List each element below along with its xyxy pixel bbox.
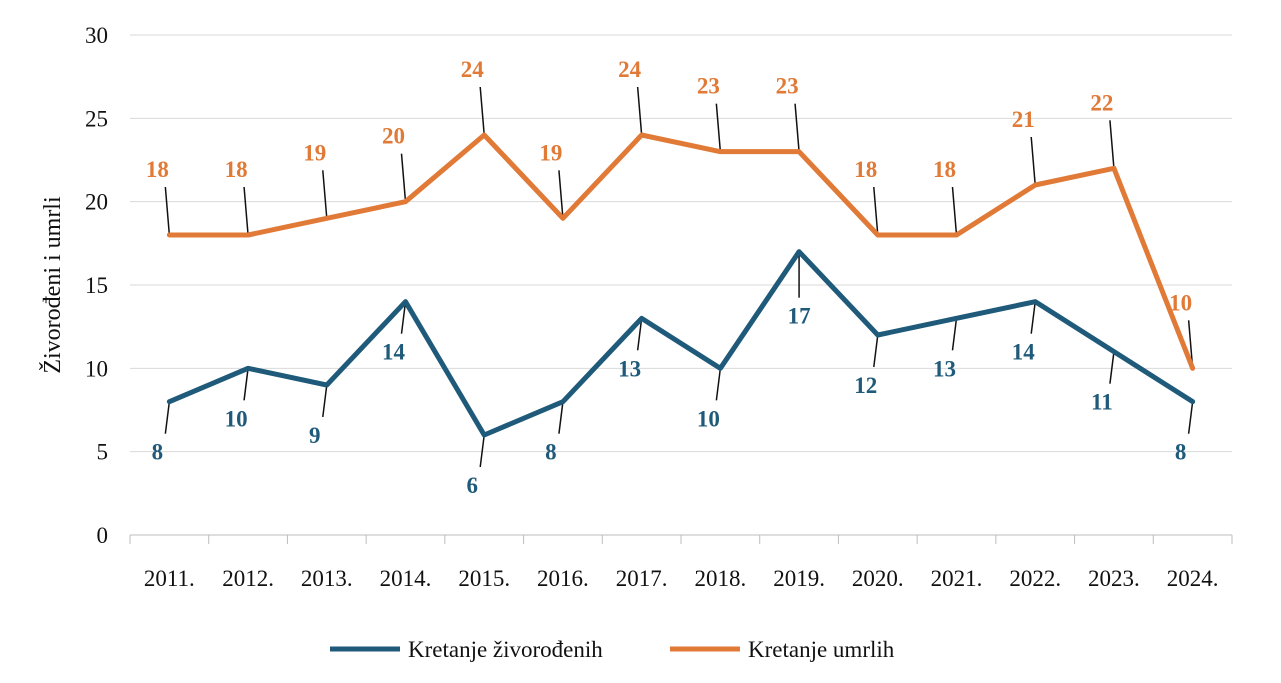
data-label: 14 [1012,340,1036,365]
data-label: 11 [1091,390,1113,415]
leader-line [400,153,407,202]
data-label: 6 [466,473,478,498]
x-tick-label: 2016. [537,566,589,591]
leader-line [1030,301,1036,334]
y-axis-ticks: 0 5 10 15 20 25 30 [85,23,108,548]
leader-line [243,368,249,401]
x-tick-label: 2013. [301,566,353,591]
y-tick-label: 5 [97,440,109,465]
data-labels: 8 10 9 14 6 8 13 10 17 12 13 14 11 8 18 18 19 20 24 19 24 23 2… [146,57,1192,498]
leader-line [243,186,249,236]
leader-line [558,401,564,434]
data-label: 10 [1169,290,1192,315]
data-label: 13 [933,356,956,381]
data-label: 24 [618,57,642,82]
data-label: 20 [382,124,405,149]
data-label: 19 [303,140,326,165]
leader-line [951,318,958,351]
data-label: 10 [697,406,720,431]
y-tick-label: 15 [85,273,108,298]
x-tick-label: 2017. [616,566,668,591]
data-label: 9 [309,423,321,448]
x-tick-label: 2012. [222,566,274,591]
x-tick-label: 2011. [144,566,195,591]
x-tick-label: 2015. [458,566,510,591]
data-label: 18 [933,157,956,182]
series-line-umrli [166,132,1196,371]
data-label: 21 [1012,107,1035,132]
leader-line [715,368,722,401]
data-label: 18 [225,157,248,182]
leader-line [164,401,171,434]
leader-line [715,103,722,152]
data-label: 24 [461,57,485,82]
y-tick-label: 20 [85,190,108,215]
data-label: 8 [1175,440,1187,465]
leader-line [322,384,328,418]
leader-line [873,186,879,236]
x-axis-ticks: 2011. 2012. 2013. 2014. 2015. 2016. 2017. 2018.… [129,535,1233,591]
leader-line [479,86,485,136]
x-tick-label: 2021. [931,566,983,591]
y-tick-label: 0 [97,523,109,548]
data-label: 8 [545,440,557,465]
legend: Kretanje živorođenih Kretanje umrlih [330,637,895,662]
x-tick-label: 2022. [1009,566,1061,591]
x-tick-label: 2018. [694,566,746,591]
gridlines [130,34,1232,536]
leader-line [873,334,879,368]
x-tick-label: 2020. [852,566,904,591]
data-label: 12 [854,373,877,398]
x-tick-label: 2019. [773,566,825,591]
data-label: 22 [1090,90,1113,115]
leader-line [1109,120,1115,169]
x-tick-label: 2023. [1088,566,1140,591]
leader-line [636,318,643,351]
leader-line [636,86,643,136]
leader-line [164,186,171,236]
leader-line [1187,401,1194,434]
data-label: 18 [854,157,877,182]
x-tick-label: 2024. [1167,566,1219,591]
data-label: 14 [382,340,406,365]
data-label: 23 [776,74,799,99]
y-tick-label: 25 [85,106,108,131]
data-label: 8 [152,440,164,465]
leader-line [479,434,485,468]
leader-line [951,186,958,236]
leader-line [558,170,564,219]
y-tick-label: 10 [85,356,108,381]
leader-line [1030,136,1036,186]
series-lines [166,132,1196,438]
legend-label: Kretanje živorođenih [408,637,603,662]
x-tick-label: 2014. [380,566,432,591]
data-label: 10 [225,406,248,431]
leader-line [1109,351,1115,384]
legend-label: Kretanje umrlih [748,637,895,662]
data-label: 18 [146,157,169,182]
leader-line [794,103,800,152]
leader-line [400,301,407,334]
data-label: 17 [788,304,811,329]
y-tick-label: 30 [85,23,108,48]
leader-line [322,170,328,219]
data-label: 19 [539,140,562,165]
data-label: 13 [618,356,641,381]
y-axis-label: Živorođeni i umrli [40,196,66,374]
data-label: 23 [697,74,720,99]
series-line-zivorodeni [166,249,1196,438]
